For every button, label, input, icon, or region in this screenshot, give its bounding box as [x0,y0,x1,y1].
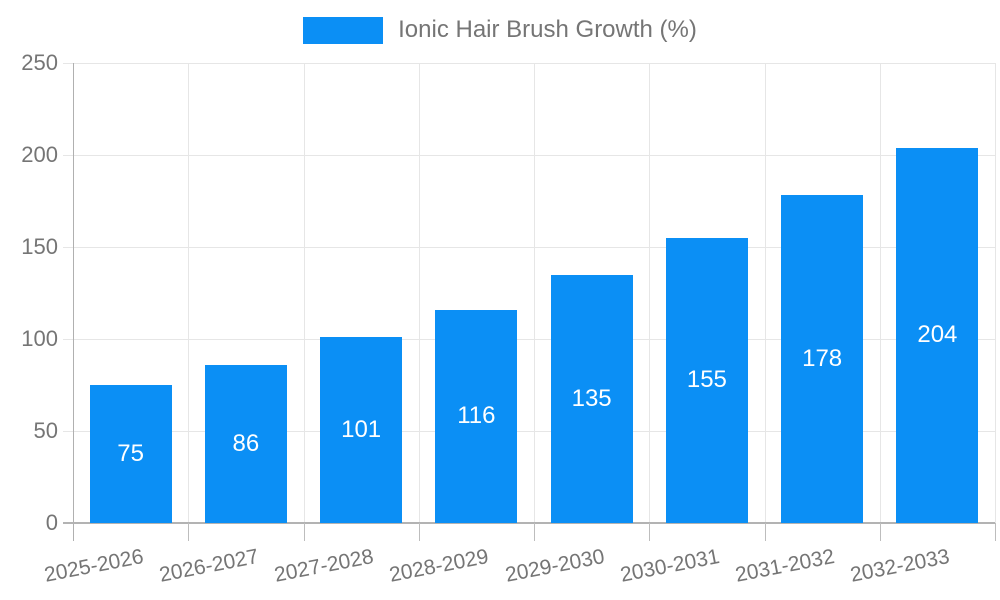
bar-value-label: 155 [686,366,727,394]
y-axis-tick-label: 50 [33,418,58,443]
bar-value-label: 101 [341,416,382,444]
bar-value-label: 86 [232,429,260,457]
y-axis-tick-label: 100 [21,326,58,351]
x-axis-tick [188,523,190,541]
bar[interactable]: 86 [204,364,287,523]
bar-value-label: 178 [802,345,843,373]
x-axis-tick [764,523,766,541]
gridline [63,431,995,432]
bar[interactable]: 135 [550,274,633,523]
gridline [63,339,995,340]
bar-value-label: 116 [457,402,496,430]
legend-swatch [303,16,384,44]
x-axis-line [63,522,995,524]
y-axis-tick-label: 150 [21,234,58,259]
bar-value-label: 204 [917,321,958,349]
x-axis-tick [534,523,535,541]
gridline [303,63,305,523]
gridline [63,155,995,156]
gridline [764,63,766,523]
x-axis-tick [418,523,420,541]
gridline [63,63,995,64]
bar[interactable]: 178 [781,195,864,523]
bar[interactable]: 75 [89,385,172,523]
x-axis-tick [649,523,651,541]
y-axis-tick-label: 200 [21,142,58,167]
bar[interactable]: 101 [320,337,403,523]
gridline [188,63,190,523]
x-axis-tick [303,523,305,541]
y-axis-tick-label: 250 [21,50,58,75]
bar[interactable]: 204 [896,147,979,523]
y-axis-tick-label: 0 [45,510,58,535]
gridline [534,63,535,523]
gridline [63,247,995,248]
bar[interactable]: 155 [665,237,748,523]
x-axis-tick [995,523,996,541]
legend-label: Ionic Hair Brush Growth (%) [398,16,697,43]
y-axis-line [73,63,74,541]
gridline [418,63,420,523]
gridline [879,63,881,523]
x-axis-tick [879,523,881,541]
gridline [995,63,996,523]
bar[interactable]: 116 [435,309,518,523]
bar-value-label: 135 [571,384,612,412]
chart-legend: Ionic Hair Brush Growth (%) [0,16,1000,44]
bar-value-label: 75 [117,440,144,467]
gridline [649,63,651,523]
